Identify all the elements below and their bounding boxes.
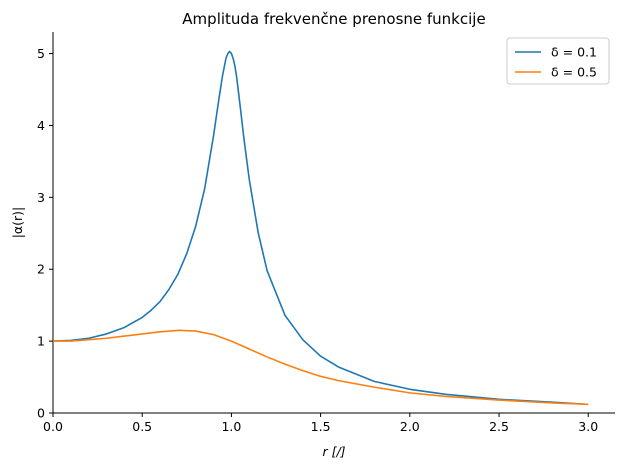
y-tick-label: 1 (37, 334, 45, 349)
series-line-1 (52, 50, 589, 406)
x-tick-label: 1.0 (221, 419, 241, 434)
legend-label-1: δ = 0.1 (551, 45, 597, 60)
plot-area: 0.0 0.5 1.0 1.5 2.0 2.5 3.0 0 1 2 3 4 5 (37, 32, 615, 434)
y-tick-label: 5 (37, 46, 45, 61)
x-tick-label: 2.5 (489, 419, 509, 434)
x-axis-label: r [/] (322, 444, 345, 459)
y-axis-label: |α(r)| (10, 207, 25, 239)
series-line-2 (53, 329, 589, 406)
y-tick-label: 2 (37, 262, 45, 277)
x-tick-label: 0.5 (132, 419, 152, 434)
y-tick-label: 3 (37, 190, 45, 205)
x-tick-label: 0.0 (43, 419, 63, 434)
x-tick-label: 2.0 (400, 419, 420, 434)
chart-title: Amplituda frekvenčne prenosne funkcije (182, 10, 485, 28)
x-tick-label: 3.0 (578, 419, 598, 434)
legend: δ = 0.1 δ = 0.5 (506, 37, 610, 85)
x-tick-label: 1.5 (311, 419, 331, 434)
legend-label-2: δ = 0.5 (551, 65, 597, 80)
y-tick-label: 4 (37, 118, 45, 133)
y-tick-label: 0 (37, 406, 45, 421)
